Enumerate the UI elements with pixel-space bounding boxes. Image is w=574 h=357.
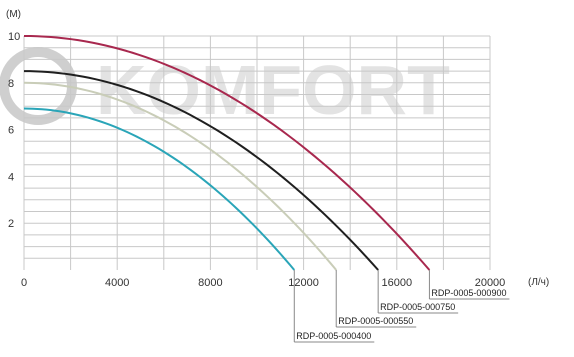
- y-tick-label: 8: [8, 78, 14, 90]
- x-tick-label: 0: [21, 277, 27, 289]
- y-axis-unit: (M): [6, 9, 21, 20]
- series-label: RDP-0005-000900: [431, 288, 506, 298]
- y-tick-label: 10: [8, 31, 20, 43]
- grid: [23, 35, 491, 270]
- series-label: RDP-0005-000400: [296, 331, 371, 341]
- y-tick-label: 6: [8, 125, 14, 137]
- series-line-rdp-0005-000750: [23, 70, 379, 271]
- x-tick-label: 16000: [382, 277, 413, 289]
- series-lines: [23, 35, 431, 271]
- series-line-rdp-0005-000550: [23, 81, 337, 271]
- series-labels: RDP-0005-000400 RDP-0005-000550 RDP-0005-0…: [293, 270, 510, 343]
- x-tick-label: 4000: [105, 277, 129, 289]
- x-tick-label: 20000: [475, 277, 506, 289]
- series-label: RDP-0005-000750: [380, 302, 455, 312]
- watermark-circle: [0, 47, 77, 125]
- x-tick-label: 8000: [198, 277, 222, 289]
- tick-labels: 0 4000 8000 12000 16000 20000 2 4 6 8 10: [8, 31, 505, 289]
- series-line-rdp-0005-000400: [23, 107, 296, 271]
- series-label: RDP-0005-000550: [338, 316, 413, 326]
- x-tick-label: 12000: [288, 277, 319, 289]
- y-tick-label: 2: [8, 218, 14, 230]
- series-line-rdp-0005-000900: [23, 35, 431, 271]
- x-axis-unit: (Л/ч): [528, 277, 549, 288]
- y-tick-label: 4: [8, 171, 14, 183]
- axes: (M) (Л/ч): [6, 9, 549, 288]
